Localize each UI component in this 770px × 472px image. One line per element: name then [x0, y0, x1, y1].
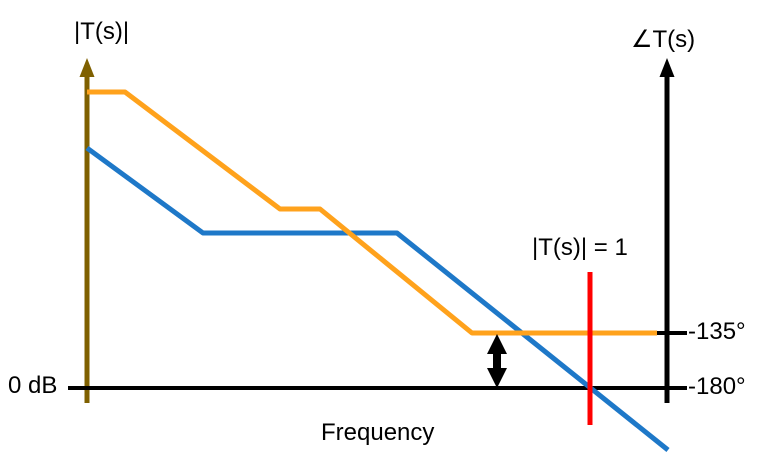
- magnitude-axis-arrowhead-icon: [79, 58, 95, 77]
- phase-margin-arrowhead-up-icon: [487, 334, 507, 354]
- phase-axis-label: ∠T(s): [631, 26, 696, 53]
- magnitude-curve: [85, 145, 670, 452]
- frequency-axis-label: Frequency: [321, 419, 435, 446]
- phase-180-tick-label: -180°: [688, 373, 746, 400]
- crossover-label: |T(s)| = 1: [532, 234, 628, 261]
- phase-margin-arrowhead-down-icon: [487, 368, 507, 388]
- phase-axis-arrowhead-icon: [659, 58, 675, 77]
- phase-curve: [87, 89, 657, 336]
- zero-db-label: 0 dB: [8, 372, 58, 399]
- phase-135-tick-label: -135°: [688, 318, 746, 345]
- magnitude-axis-label: |T(s)|: [74, 18, 130, 45]
